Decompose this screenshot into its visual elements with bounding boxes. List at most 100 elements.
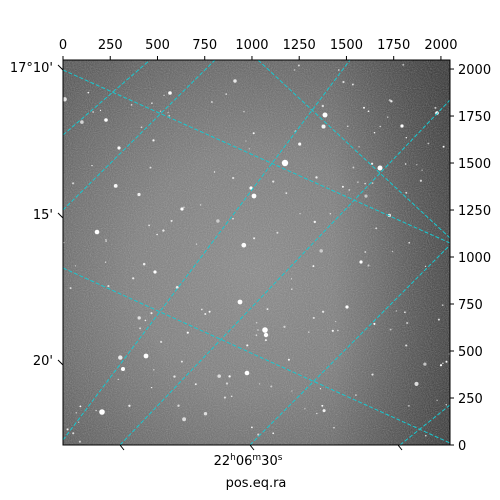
star bbox=[321, 124, 326, 129]
star bbox=[436, 399, 438, 402]
star bbox=[404, 311, 406, 313]
star bbox=[148, 224, 150, 227]
star bbox=[156, 233, 158, 236]
star bbox=[78, 421, 80, 423]
star bbox=[406, 321, 409, 325]
star bbox=[104, 261, 107, 263]
star bbox=[139, 327, 142, 330]
star bbox=[159, 110, 162, 112]
star bbox=[75, 412, 78, 414]
top-tick-label: 1750 bbox=[377, 38, 410, 53]
star bbox=[194, 383, 197, 386]
bright-star bbox=[249, 186, 253, 190]
star bbox=[149, 166, 152, 169]
star bbox=[442, 362, 444, 365]
top-tick-label: 1500 bbox=[330, 38, 363, 53]
star bbox=[137, 192, 141, 197]
star bbox=[216, 219, 220, 223]
star bbox=[352, 166, 355, 169]
top-x-axis: 0 250 500 750 1000 1250 1500 1750 2000 bbox=[59, 38, 457, 60]
top-tick-label: 500 bbox=[145, 38, 170, 53]
star bbox=[91, 164, 93, 167]
star bbox=[151, 102, 153, 104]
plot-frame bbox=[62, 59, 451, 446]
top-tick-label: 750 bbox=[192, 38, 217, 53]
right-tick-label: 500 bbox=[458, 345, 483, 360]
top-tick-label: 2000 bbox=[424, 38, 457, 53]
star bbox=[367, 264, 370, 267]
star bbox=[130, 104, 133, 106]
star bbox=[204, 312, 207, 316]
star bbox=[246, 344, 249, 347]
top-tick-label: 1000 bbox=[235, 38, 268, 53]
star bbox=[291, 288, 293, 290]
grid-line bbox=[63, 69, 450, 244]
star bbox=[250, 426, 253, 429]
star bbox=[217, 374, 221, 378]
star bbox=[137, 316, 141, 320]
bright-star bbox=[99, 409, 105, 415]
star bbox=[402, 63, 405, 66]
star bbox=[405, 136, 408, 139]
grid-line bbox=[257, 60, 450, 239]
star bbox=[270, 385, 273, 388]
star bbox=[105, 240, 107, 242]
right-tick-label: 0 bbox=[458, 439, 466, 454]
star bbox=[404, 163, 407, 165]
star bbox=[319, 249, 323, 253]
star bbox=[373, 132, 376, 134]
star bbox=[92, 111, 94, 113]
star bbox=[66, 428, 69, 431]
star bbox=[118, 355, 123, 360]
star bbox=[357, 181, 359, 183]
star bbox=[421, 169, 423, 171]
star bbox=[173, 375, 176, 378]
right-y-axis: 0 250 500 750 1000 1250 1500 1750 2000 bbox=[450, 63, 491, 454]
star bbox=[132, 277, 135, 280]
star bbox=[437, 318, 440, 321]
star bbox=[441, 304, 444, 307]
x-axis-label: pos.eq.ra bbox=[226, 476, 287, 491]
dec-axis: 17°10' 15' 20' bbox=[10, 61, 64, 369]
star bbox=[355, 394, 357, 396]
star bbox=[208, 310, 211, 313]
bright-star bbox=[143, 353, 149, 359]
star bbox=[363, 106, 365, 109]
star bbox=[375, 227, 378, 230]
star bbox=[341, 185, 344, 188]
star bbox=[182, 417, 187, 422]
bright-star bbox=[117, 146, 121, 150]
bright-star bbox=[262, 327, 268, 333]
stars bbox=[63, 63, 450, 443]
star bbox=[257, 433, 260, 436]
star bbox=[414, 381, 419, 386]
star bbox=[152, 368, 155, 371]
star bbox=[287, 358, 290, 361]
star bbox=[442, 145, 445, 148]
star bbox=[416, 164, 418, 166]
star bbox=[117, 378, 119, 380]
star bbox=[140, 126, 143, 129]
grid-line bbox=[63, 60, 216, 211]
star bbox=[203, 412, 208, 416]
star bbox=[177, 404, 180, 407]
star bbox=[445, 360, 448, 363]
star bbox=[170, 219, 173, 222]
star bbox=[389, 328, 392, 331]
star bbox=[105, 239, 107, 241]
star bbox=[358, 146, 360, 148]
star bbox=[347, 125, 349, 127]
right-tick-label: 750 bbox=[458, 298, 483, 313]
bright-star bbox=[400, 124, 404, 128]
bright-star bbox=[359, 260, 363, 264]
bright-star bbox=[237, 299, 243, 305]
grid-line bbox=[63, 60, 351, 441]
star bbox=[272, 180, 275, 183]
star bbox=[373, 322, 376, 325]
star bbox=[257, 329, 259, 331]
star bbox=[69, 287, 72, 290]
star bbox=[367, 110, 370, 113]
star bbox=[379, 125, 381, 128]
star bbox=[308, 331, 310, 333]
star bbox=[168, 114, 171, 117]
